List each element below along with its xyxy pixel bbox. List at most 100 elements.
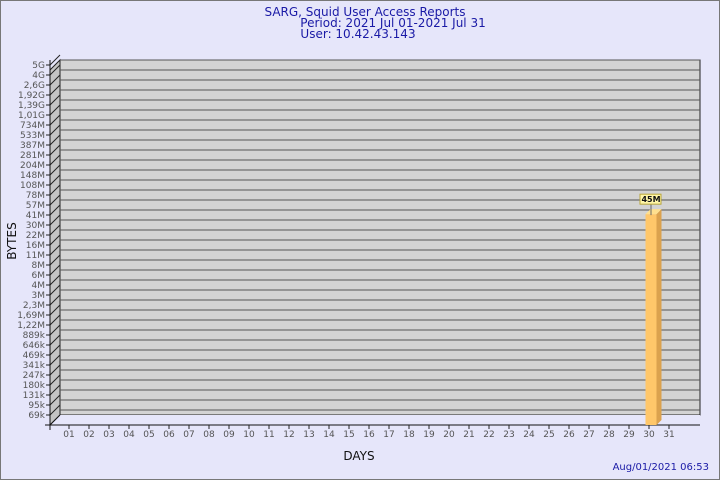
y-tick-diagonal [49,244,61,256]
bar-day-30 [645,214,657,425]
y-tick-label: 533M [20,131,45,141]
y-tick-diagonal [49,224,61,236]
y-tick-label: 1,39G [18,101,45,111]
x-tick-label: 01 [63,430,74,440]
chart-user: User: 10.42.43.143 [300,27,415,41]
y-tick-diagonal [49,254,61,266]
y-tick-label: 2,6G [24,81,45,91]
y-tick-diagonal [49,354,61,366]
report-timestamp: Aug/01/2021 06:53 [613,462,709,473]
bar-side [656,209,662,425]
y-tick-label: 1,92G [18,91,45,101]
plot-background [59,59,701,416]
y-tick-diagonal [49,264,61,276]
x-tick-label: 19 [423,430,435,440]
y-tick-label: 281M [20,151,45,161]
y-tick-label: 889k [23,331,46,341]
y-tick-label: 11M [26,251,45,261]
axis-corner [49,414,61,426]
x-tick-label: 16 [363,430,375,440]
y-tick-diagonal [49,124,61,136]
y-tick-diagonal [49,164,61,176]
y-tick-diagonal [49,304,61,316]
x-tick-label: 06 [163,430,175,440]
x-tick-label: 10 [243,430,255,440]
y-tick-diagonal [49,204,61,216]
y-tick-label: 2,3M [23,301,45,311]
x-axis-label: DAYS [343,449,374,463]
y-tick-diagonal [49,54,61,66]
plot-floor [50,415,700,425]
y-tick-diagonal [49,334,61,346]
y-tick-diagonal [49,404,61,416]
x-tick-label: 03 [103,430,114,440]
y-tick-diagonal [49,114,61,126]
x-tick-label: 15 [343,430,354,440]
y-tick-label: 3M [32,291,46,301]
y-tick-diagonal [49,154,61,166]
x-tick-label: 18 [403,430,415,440]
y-tick-diagonal [49,324,61,336]
y-tick-label: 4M [32,281,46,291]
x-tick-label: 31 [663,430,674,440]
y-tick-diagonal [49,364,61,376]
y-tick-label: 4G [32,71,45,81]
x-tick-label: 24 [523,430,535,440]
x-tick-label: 14 [323,430,335,440]
y-tick-label: 5G [32,61,45,71]
y-tick-label: 148M [20,171,45,181]
y-tick-diagonal [49,74,61,86]
x-tick-label: 08 [203,430,215,440]
y-tick-diagonal [49,294,61,306]
y-tick-diagonal [49,344,61,356]
y-tick-diagonal [49,194,61,206]
y-tick-label: 6M [32,271,46,281]
y-tick-label: 247k [23,371,46,381]
x-tick-label: 09 [223,430,235,440]
x-tick-label: 28 [603,430,615,440]
x-tick-label: 30 [643,430,655,440]
y-axis-label: BYTES [5,222,19,259]
x-tick-label: 21 [463,430,474,440]
y-tick-diagonal [49,64,61,76]
y-tick-label: 341k [23,361,46,371]
x-tick-label: 02 [83,430,94,440]
y-tick-label: 108M [20,181,45,191]
x-tick-label: 05 [143,430,154,440]
y-tick-label: 1,22M [17,321,45,331]
bar-top [645,209,662,215]
data-label: 45M [641,195,660,204]
y-tick-diagonal [49,174,61,186]
x-tick-label: 07 [183,430,194,440]
y-tick-diagonal [49,214,61,226]
y-tick-label: 16M [26,241,45,251]
y-tick-diagonal [49,144,61,156]
y-tick-label: 30M [26,221,45,231]
y-tick-label: 69k [28,411,45,421]
y-tick-label: 57M [26,201,45,211]
y-tick-diagonal [49,274,61,286]
x-tick-label: 20 [443,430,455,440]
y-tick-label: 469k [23,351,46,361]
x-tick-label: 12 [283,430,294,440]
y-tick-label: 1,01G [18,111,45,121]
y-tick-label: 131k [23,391,46,401]
y-tick-diagonal [49,94,61,106]
y-tick-diagonal [49,184,61,196]
x-tick-label: 26 [563,430,575,440]
y-tick-label: 78M [26,191,45,201]
y-tick-diagonal [49,394,61,406]
y-tick-diagonal [49,374,61,386]
y-tick-label: 8M [32,261,46,271]
x-tick-label: 29 [623,430,635,440]
y-tick-label: 22M [26,231,45,241]
y-tick-diagonal [49,384,61,396]
y-tick-diagonal [49,234,61,246]
x-tick-label: 23 [503,430,514,440]
y-tick-label: 734M [20,121,45,131]
x-tick-label: 11 [263,430,274,440]
y-tick-diagonal [49,314,61,326]
y-tick-label: 1,69M [17,311,45,321]
chart-title: SARG, Squid User Access Reports [264,5,465,19]
